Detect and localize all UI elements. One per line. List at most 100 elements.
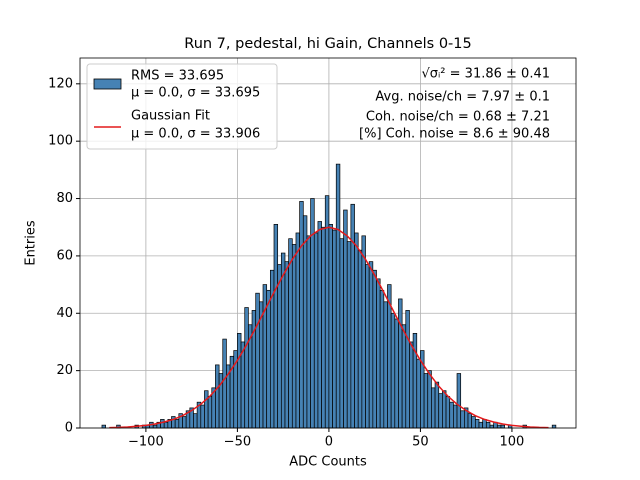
bar — [240, 341, 246, 429]
bar — [423, 373, 429, 429]
bar — [474, 419, 480, 429]
bar — [434, 381, 440, 429]
bar — [207, 396, 213, 429]
legend-label: RMS = 33.695 — [131, 69, 224, 84]
bar — [456, 373, 462, 429]
bar — [438, 393, 443, 429]
bar — [467, 413, 473, 429]
annotation: [%] Coh. noise = 8.6 ± 90.48 — [359, 127, 550, 142]
annotation: Coh. noise/ch = 0.68 ± 7.21 — [366, 110, 550, 125]
y-tick-label: 0 — [65, 421, 73, 436]
bar — [317, 221, 322, 429]
bar — [357, 249, 363, 429]
bar — [383, 301, 388, 429]
bar — [255, 292, 260, 429]
bar — [328, 224, 333, 429]
x-tick-label: 100 — [500, 435, 525, 450]
bar — [368, 261, 374, 429]
bar — [222, 338, 227, 429]
y-tick-label: 100 — [48, 134, 73, 149]
bar — [302, 215, 308, 429]
chart-title: Run 7, pedestal, hi Gain, Channels 0-15 — [184, 36, 471, 52]
bar — [163, 421, 169, 429]
x-tick-label: −100 — [128, 435, 164, 450]
bar — [332, 229, 337, 429]
bar — [460, 410, 465, 429]
legend-box — [86, 63, 278, 150]
y-tick-label: 120 — [48, 76, 73, 91]
bar — [160, 419, 165, 429]
bar — [398, 298, 403, 429]
y-tick-label: 60 — [56, 248, 73, 263]
bar — [152, 424, 158, 429]
x-axis-label: ADC Counts — [289, 455, 367, 470]
bar — [478, 421, 484, 429]
bar — [427, 370, 432, 429]
bar — [379, 289, 385, 429]
bar — [215, 364, 220, 429]
y-tick-label: 40 — [56, 306, 73, 321]
bar — [551, 424, 557, 429]
bar — [343, 209, 348, 429]
bar — [288, 238, 293, 429]
bar — [376, 278, 381, 429]
legend-label: μ = 0.0, σ = 33.906 — [131, 127, 260, 142]
bar — [306, 235, 311, 429]
bar — [291, 244, 297, 429]
bar — [365, 264, 370, 429]
bar — [445, 396, 451, 429]
bar — [313, 232, 319, 429]
bar — [335, 163, 341, 429]
bar — [266, 289, 271, 429]
bar — [453, 404, 458, 429]
bar — [482, 419, 487, 429]
bar — [324, 195, 330, 429]
bar — [277, 264, 282, 429]
bar — [489, 424, 494, 429]
bar — [101, 424, 106, 429]
x-tick-label: −50 — [224, 435, 251, 450]
bar — [339, 238, 344, 429]
y-tick-label: 20 — [56, 363, 73, 378]
bar — [200, 404, 205, 429]
annotation: Avg. noise/ch = 7.97 ± 0.1 — [375, 90, 550, 105]
bar — [182, 416, 187, 429]
bar — [405, 310, 410, 429]
bar — [244, 307, 249, 429]
bar — [401, 324, 407, 429]
bar — [295, 232, 300, 429]
bar — [273, 224, 279, 429]
bar — [500, 424, 505, 429]
y-tick-label: 80 — [56, 191, 73, 206]
x-tick-label: 50 — [412, 435, 429, 450]
marks — [101, 163, 557, 429]
fit-line — [109, 226, 549, 429]
bar — [237, 332, 242, 429]
legend-swatch — [93, 78, 122, 90]
bar — [390, 312, 396, 429]
bar — [174, 419, 180, 429]
bar — [416, 358, 421, 429]
bar — [299, 201, 304, 429]
y-axis-label: Entries — [24, 220, 39, 266]
bar — [471, 416, 476, 429]
bar — [496, 424, 502, 429]
bar — [372, 269, 377, 429]
bar — [354, 232, 359, 429]
bar — [284, 261, 289, 429]
bar — [350, 203, 355, 429]
bar — [204, 390, 209, 429]
legend-label: μ = 0.0, σ = 33.695 — [131, 86, 260, 101]
bar — [431, 387, 436, 429]
legend-label: Gaussian Fit — [131, 109, 210, 124]
bar — [321, 226, 326, 429]
bar — [193, 413, 198, 429]
plot-frame — [79, 57, 577, 429]
bar — [361, 235, 366, 429]
annotation: √σᵢ² = 31.86 ± 0.41 — [421, 67, 550, 82]
bar — [449, 401, 454, 429]
bar — [394, 318, 399, 429]
legend: RMS = 33.695 μ = 0.0, σ = 33.695 Gaussia… — [86, 63, 278, 150]
bar — [280, 252, 286, 429]
